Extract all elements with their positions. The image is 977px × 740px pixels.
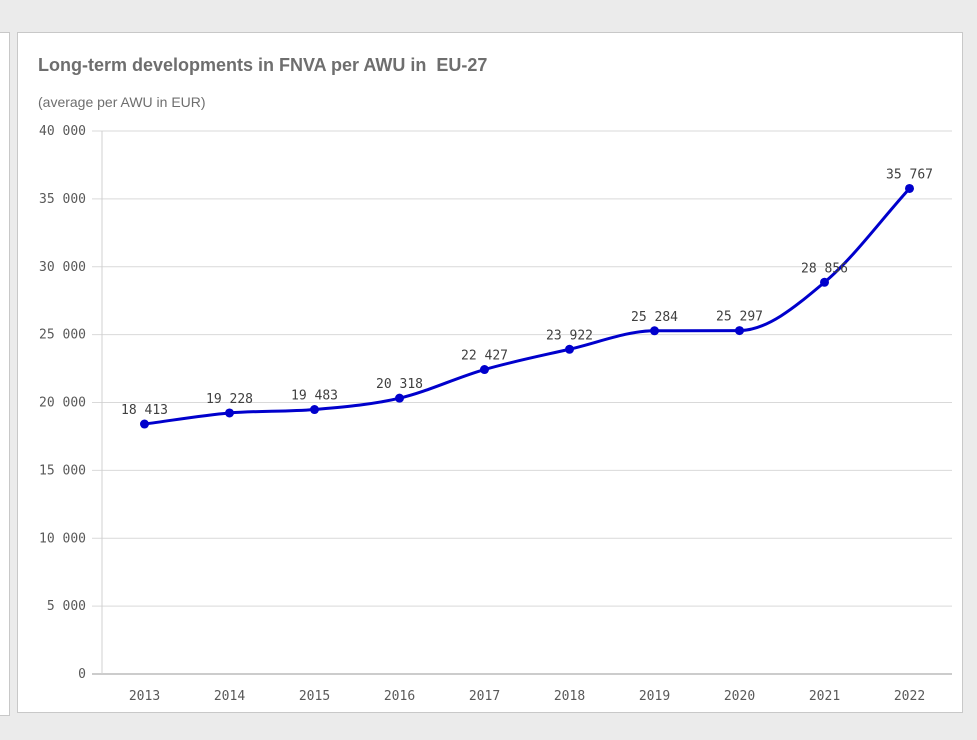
x-tick-label: 2020 [724, 689, 755, 704]
x-tick-label: 2022 [894, 689, 925, 704]
y-tick-label: 25 000 [39, 328, 86, 343]
y-tick-label: 40 000 [39, 124, 86, 139]
data-point [395, 393, 404, 403]
data-point [225, 408, 234, 418]
data-label: 25 284 [631, 310, 678, 325]
data-point [905, 183, 914, 193]
data-label: 23 922 [546, 328, 593, 343]
data-point [140, 419, 149, 429]
data-label: 18 413 [121, 403, 168, 418]
x-tick-label: 2021 [809, 689, 840, 704]
y-tick-label: 35 000 [39, 192, 86, 207]
x-tick-label: 2014 [214, 689, 245, 704]
data-point [820, 277, 829, 287]
x-tick-label: 2013 [129, 689, 160, 704]
data-point [650, 326, 659, 336]
x-tick-label: 2016 [384, 689, 415, 704]
data-label: 28 856 [801, 261, 848, 276]
y-tick-label: 5 000 [47, 599, 86, 614]
x-tick-label: 2018 [554, 689, 585, 704]
chart-subtitle: (average per AWU in EUR) [38, 94, 206, 110]
data-label: 35 767 [886, 167, 933, 182]
y-tick-label: 30 000 [39, 260, 86, 275]
series-line [144, 187, 911, 426]
x-tick-label: 2019 [639, 689, 670, 704]
y-tick-label: 15 000 [39, 463, 86, 478]
data-label: 22 427 [461, 349, 508, 364]
data-label: 19 483 [291, 389, 338, 404]
adjacent-panel-edge [0, 32, 10, 716]
data-point [565, 344, 574, 354]
data-label: 25 297 [716, 310, 763, 325]
chart-title: Long-term developments in FNVA per AWU i… [38, 55, 488, 75]
line-chart-plot: 0 5 000 10 000 15 000 20 000 25 000 30 000 35 0… [39, 124, 952, 704]
data-point [310, 405, 319, 415]
x-tick-label: 2015 [299, 689, 330, 704]
y-tick-label: 10 000 [39, 531, 86, 546]
y-tick-label: 20 000 [39, 396, 86, 411]
data-label: 20 318 [376, 377, 423, 392]
data-point [480, 365, 489, 375]
data-point [735, 326, 744, 336]
data-label: 19 228 [206, 392, 253, 407]
y-tick-label: 0 [78, 667, 86, 682]
x-tick-label: 2017 [469, 689, 500, 704]
chart-card: Long-term developments in FNVA per AWU i… [17, 32, 963, 713]
